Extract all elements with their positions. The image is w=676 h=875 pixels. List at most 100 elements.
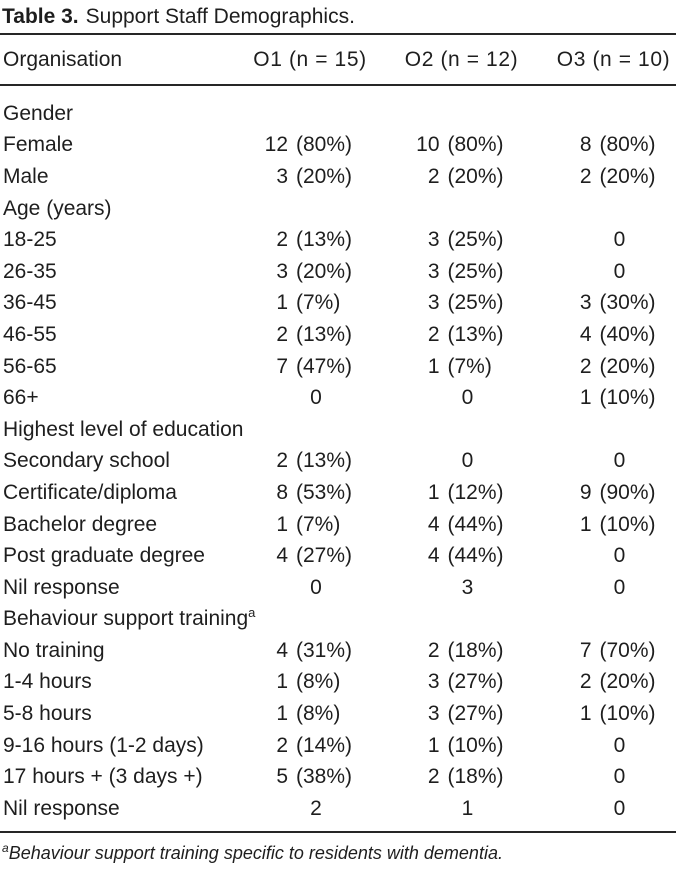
cell-o1: 4 (31%): [234, 639, 386, 663]
cell-percent: (31%): [296, 638, 353, 662]
cell-o3: 0: [537, 734, 676, 758]
cell-o2: 1 (12%): [386, 481, 537, 505]
row-label: Female: [3, 133, 74, 157]
cell-o3: 0: [537, 260, 676, 284]
cell-count: 2: [276, 322, 288, 346]
table-row: 36-45 1 (7%) 3 (25%) 3 (30%): [0, 288, 676, 320]
cell-percent: (12%): [447, 480, 504, 504]
row-label: Gender: [3, 101, 74, 125]
cell-count: 0: [461, 386, 474, 410]
cell-count: 1: [427, 354, 440, 378]
cell-o2: 2 (13%): [386, 323, 537, 347]
cell-percent: (13%): [296, 228, 353, 252]
cell-o1: 7 (47%): [234, 355, 386, 379]
cell-o2: 4 (44%): [386, 513, 537, 537]
cell-o2: 2 (18%): [386, 765, 537, 789]
cell-o1: 1 (7%): [234, 291, 386, 315]
cell-count: 10: [416, 133, 440, 157]
cell-percent: (8%): [296, 702, 341, 726]
cell-o1: 0: [234, 386, 386, 410]
cell-o2: 0: [386, 449, 537, 473]
cell-percent: (20%): [599, 164, 656, 188]
cell-percent: (20%): [599, 354, 656, 378]
rule-bottom: [0, 830, 676, 833]
cell-count: 0: [613, 733, 626, 757]
cell-count: 8: [579, 133, 592, 157]
cell-percent: (13%): [447, 322, 504, 346]
table-row: 9-16 hours (1-2 days) 2 (14%) 1 (10%) 0: [0, 730, 676, 762]
cell-count: 3: [427, 702, 440, 726]
table-row: 26-35 3 (20%) 3 (25%) 0: [0, 256, 676, 288]
cell-o3: 2 (20%): [537, 670, 676, 694]
row-label: 66+: [3, 386, 39, 410]
cell-count: 0: [613, 259, 626, 283]
table-title: Table 3. Support Staff Demographics.: [0, 3, 676, 33]
table-row: 17 hours + (3 days +) 5 (38%) 2 (18%) 0: [0, 761, 676, 793]
cell-percent: (10%): [599, 702, 656, 726]
table-number: Table 3.: [2, 5, 79, 28]
cell-count: 4: [276, 638, 288, 662]
cell-count: 2: [579, 164, 592, 188]
cell-o3: 1 (10%): [537, 513, 676, 537]
cell-count: 0: [613, 796, 626, 820]
cell-o1: 5 (38%): [234, 765, 386, 789]
row-label: 26-35: [3, 259, 57, 283]
cell-count: 1: [579, 702, 592, 726]
cell-count: 3: [427, 259, 440, 283]
cell-percent: (53%): [296, 480, 353, 504]
cell-count: 2: [427, 164, 440, 188]
cell-o3: 0: [537, 544, 676, 568]
cell-o1: 2: [234, 797, 386, 821]
row-label: Post graduate degree: [3, 544, 205, 568]
cell-percent: (38%): [296, 765, 353, 789]
cell-o3: 7 (70%): [537, 639, 676, 663]
header-organisation: Organisation: [3, 47, 123, 71]
cell-count: 3: [579, 291, 592, 315]
cell-percent: (80%): [296, 133, 353, 157]
row-label: Bachelor degree: [3, 512, 158, 536]
cell-o2: 4 (44%): [386, 544, 537, 568]
cell-count: 0: [310, 386, 322, 410]
cell-percent: (27%): [447, 702, 504, 726]
cell-percent: (30%): [599, 291, 656, 315]
cell-count: 9: [579, 480, 592, 504]
cell-o2: 1: [386, 797, 537, 821]
cell-o3: 0: [537, 449, 676, 473]
cell-o1: 1 (7%): [234, 513, 386, 537]
cell-count: 2: [276, 228, 288, 252]
cell-count: 4: [427, 512, 440, 536]
table-row: No training 4 (31%) 2 (18%) 7 (70%): [0, 635, 676, 667]
cell-o3: 0: [537, 765, 676, 789]
cell-percent: (10%): [599, 512, 656, 536]
cell-o2: 3 (27%): [386, 702, 537, 726]
cell-count: 0: [613, 765, 626, 789]
cell-o2: 1 (10%): [386, 734, 537, 758]
cell-count: 0: [613, 575, 626, 599]
cell-percent: (20%): [599, 670, 656, 694]
cell-percent: (7%): [447, 354, 492, 378]
footnote-marker: a: [2, 840, 9, 855]
cell-count: 3: [276, 259, 288, 283]
cell-o3: 1 (10%): [537, 386, 676, 410]
cell-percent: (13%): [296, 322, 353, 346]
row-label: Nil response: [3, 796, 120, 820]
cell-count: 4: [579, 322, 592, 346]
row-label: 5-8 hours: [3, 702, 92, 726]
cell-count: 1: [276, 291, 288, 315]
table-row: Nil response 0 3 0: [0, 572, 676, 604]
cell-o3: 1 (10%): [537, 702, 676, 726]
cell-o1: 4 (27%): [234, 544, 386, 568]
section-row: Behaviour support traininga: [0, 604, 676, 636]
table-row: Male 3 (20%) 2 (20%) 2 (20%): [0, 161, 676, 193]
footnote-text: Behaviour support training specific to r…: [8, 842, 503, 863]
table-row: 18-25 2 (13%) 3 (25%) 0: [0, 224, 676, 256]
section-row: Gender: [0, 98, 676, 130]
table-row: Post graduate degree 4 (27%) 4 (44%) 0: [0, 540, 676, 572]
cell-o2: 3 (25%): [386, 228, 537, 252]
cell-count: 1: [461, 796, 474, 820]
cell-o2: 3 (25%): [386, 291, 537, 315]
cell-percent: (25%): [447, 228, 504, 252]
table-caption: Support Staff Demographics.: [85, 5, 355, 28]
cell-o1: 1 (8%): [234, 670, 386, 694]
